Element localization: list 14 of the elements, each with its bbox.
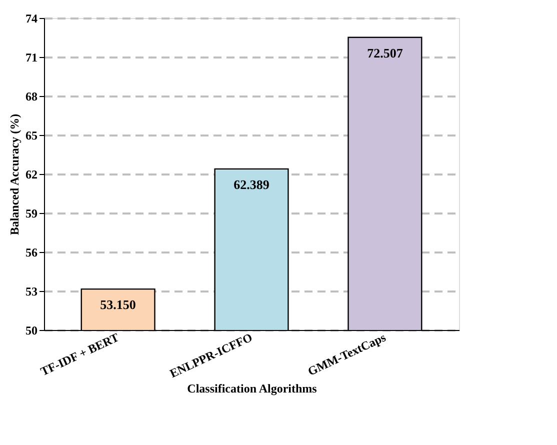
y-tick-label: 56 xyxy=(26,246,38,260)
y-tick-label: 53 xyxy=(26,284,38,298)
y-tick-label: 71 xyxy=(26,50,38,64)
y-tick-label: 74 xyxy=(26,12,38,26)
y-tick-label: 59 xyxy=(26,206,38,220)
y-tick-label: 62 xyxy=(26,168,38,182)
y-tick-label: 65 xyxy=(26,128,38,142)
x-axis-title: Classification Algorithms xyxy=(187,382,318,396)
data-label: 72.507 xyxy=(367,45,404,60)
y-tick-label: 68 xyxy=(26,90,38,104)
data-label: 62.389 xyxy=(234,176,270,192)
data-label: 53.150 xyxy=(100,297,136,312)
y-axis-title: Balanced Accuracy (%) xyxy=(8,114,22,236)
y-tick-label: 50 xyxy=(26,324,38,338)
